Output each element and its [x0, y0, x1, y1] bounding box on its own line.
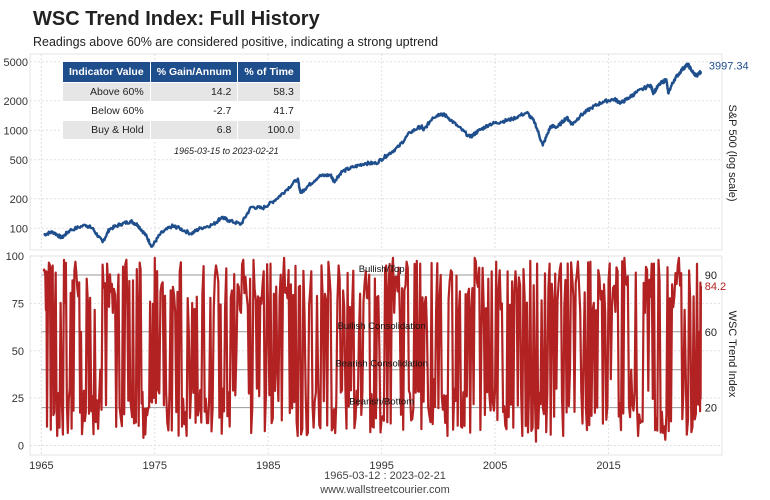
trend-line: [42, 256, 703, 443]
stats-row-gain: -2.7: [149, 101, 239, 121]
stats-row-label: Above 60%: [62, 82, 151, 102]
trend-axis-label: WSC Trend Index: [726, 310, 738, 398]
stats-table-header-row: Indicator Value % Gain/Annum % of Time: [62, 61, 301, 83]
footer-site: www.wallstreetcourier.com: [320, 484, 450, 496]
sp500-last-value: 3997.34: [709, 60, 749, 72]
stats-row-time: 58.3: [237, 82, 301, 102]
sp500-ytick-label: 2000: [4, 96, 28, 108]
reference-value-label: 90: [705, 270, 717, 282]
sp500-axis-label: S&P 500 (log scale): [726, 104, 738, 202]
zone-label: Bearish/Bottom: [349, 397, 414, 408]
sp500-ytick-label: 200: [10, 194, 28, 206]
chart-title: WSC Trend Index: Full History: [33, 8, 320, 30]
footer-date-span: 1965-03-12 : 2023-02-21: [324, 470, 446, 482]
sp500-ytick-label: 5000: [4, 57, 28, 69]
trend-ytick-label: 0: [18, 441, 24, 453]
trend-ytick-label: 25: [12, 393, 24, 405]
trend-last-value: 84.2: [705, 281, 726, 293]
table-date-range: 1965-03-15 to 2023-02-21: [174, 146, 279, 156]
stats-row-time: 41.7: [237, 101, 301, 121]
zone-label: Bullish/Top: [359, 264, 405, 275]
stats-table: Indicator Value % Gain/Annum % of Time A…: [62, 61, 301, 140]
sp500-ytick-label: 500: [10, 155, 28, 167]
reference-value-label: 60: [705, 327, 717, 339]
trend-xtick-label: 2005: [483, 460, 507, 472]
reference-value-label: 20: [705, 403, 717, 415]
stats-row-label: Buy & Hold: [62, 120, 151, 140]
stats-header-time: % of Time: [237, 61, 301, 83]
trend-xtick-label: 1975: [143, 460, 167, 472]
stats-row-gain: 14.2: [149, 82, 239, 102]
stats-row-gain: 6.8: [149, 120, 239, 140]
sp500-ytick-label: 1000: [4, 125, 28, 137]
sp500-line: [43, 62, 703, 248]
stats-row-label: Below 60%: [62, 101, 151, 121]
trend-ytick-label: 100: [6, 251, 24, 263]
trend-index-panel: 1965 1975 1985 1995 2005 2015 0 25 50 75 100 Bullis…: [6, 251, 726, 472]
table-row: Above 60% 14.2 58.3: [62, 82, 301, 102]
sp500-ytick-label: 100: [10, 223, 28, 235]
zone-label: Bullish Consolidation: [338, 321, 426, 332]
stats-header-gain: % Gain/Annum: [149, 61, 239, 83]
table-row: Below 60% -2.7 41.7: [62, 101, 301, 121]
trend-ytick-label: 50: [12, 346, 24, 358]
trend-xtick-label: 1995: [369, 460, 393, 472]
zone-label: Bearish Consolidation: [335, 359, 427, 370]
trend-xtick-label: 1985: [256, 460, 280, 472]
stats-row-time: 100.0: [237, 120, 301, 140]
trend-ytick-label: 75: [12, 298, 24, 310]
table-row: Buy & Hold 6.8 100.0: [62, 120, 301, 140]
chart-subtitle: Readings above 60% are considered positi…: [33, 35, 439, 49]
trend-xtick-label: 1965: [29, 460, 53, 472]
stats-header-indicator: Indicator Value: [62, 61, 151, 83]
trend-xtick-label: 2015: [596, 460, 620, 472]
